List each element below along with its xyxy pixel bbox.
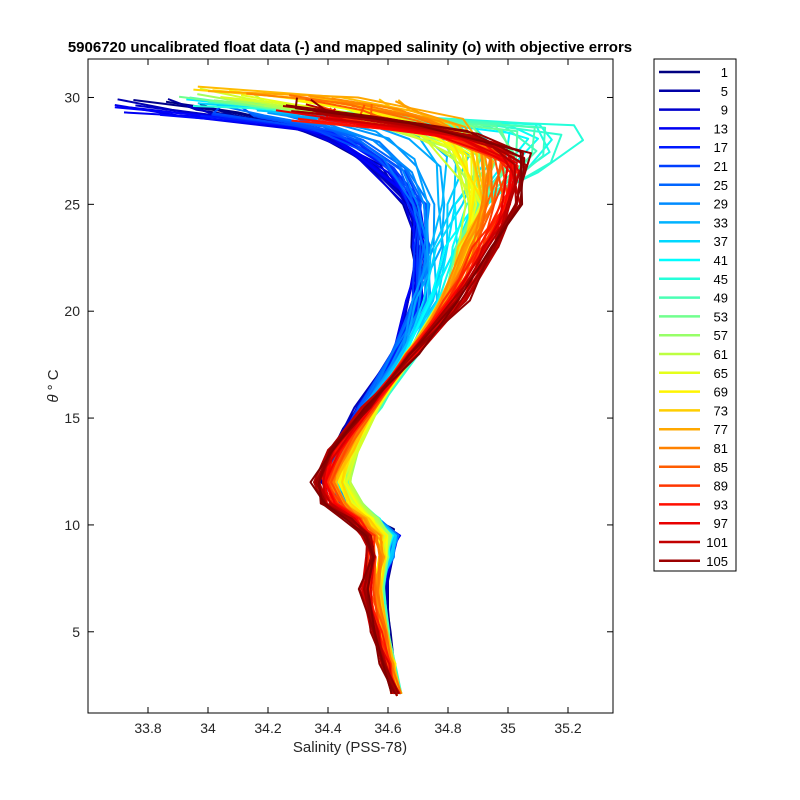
legend-label-29: 29 — [714, 197, 728, 212]
plot-frame — [87, 58, 614, 714]
legend-label-73: 73 — [714, 403, 728, 418]
legend-label-85: 85 — [714, 460, 728, 475]
legend-label-37: 37 — [714, 234, 728, 249]
chart-title: 5906720 uncalibrated float data (-) and … — [68, 39, 632, 56]
legend-label-13: 13 — [714, 121, 728, 136]
y-tick-label: 10 — [64, 517, 80, 533]
legend: 1 5 9 13 17 21 25 29 33 37 41 45 49 53 57 61 65 69 73 77 81 8… — [653, 58, 737, 572]
legend-label-77: 77 — [714, 422, 728, 437]
profile-lines — [114, 85, 584, 697]
x-tick-label: 33.8 — [134, 720, 161, 736]
x-tick-label: 34.8 — [434, 720, 461, 736]
y-axis-label-symbol: θ — [45, 394, 62, 402]
legend-label-65: 65 — [714, 366, 728, 381]
legend-label-93: 93 — [714, 497, 728, 512]
y-axis-label-unit: ° C — [45, 369, 62, 390]
legend-label-53: 53 — [714, 309, 728, 324]
legend-label-21: 21 — [714, 159, 728, 174]
legend-label-9: 9 — [721, 103, 728, 118]
x-tick-label: 34.2 — [254, 720, 281, 736]
y-tick-label: 15 — [64, 410, 80, 426]
legend-label-33: 33 — [714, 215, 728, 230]
legend-label-1: 1 — [721, 65, 728, 80]
legend-label-89: 89 — [714, 479, 728, 494]
x-tick-label: 34.4 — [314, 720, 341, 736]
x-tick-label: 34.6 — [374, 720, 401, 736]
legend-label-45: 45 — [714, 272, 728, 287]
legend-label-101: 101 — [706, 535, 728, 550]
legend-label-97: 97 — [714, 516, 728, 531]
legend-label-25: 25 — [714, 178, 728, 193]
x-tick-label: 34 — [200, 720, 216, 736]
plot-area — [88, 59, 613, 713]
legend-label-57: 57 — [714, 328, 728, 343]
x-axis-ticks: 33.8 34 34.2 34.4 34.6 34.8 35 35.2 — [134, 59, 582, 736]
profile-line-107 — [285, 104, 526, 695]
legend-label-41: 41 — [714, 253, 728, 268]
legend-label-69: 69 — [714, 385, 728, 400]
profile-line-108 — [294, 97, 524, 695]
legend-label-49: 49 — [714, 291, 728, 306]
y-tick-label: 5 — [72, 624, 80, 640]
y-axis-label: θ ° C — [45, 369, 62, 402]
x-tick-label: 35.2 — [554, 720, 581, 736]
y-axis-ticks: 5 10 15 20 25 30 — [64, 89, 613, 640]
legend-label-61: 61 — [714, 347, 728, 362]
y-tick-label: 25 — [64, 196, 80, 212]
y-tick-label: 20 — [64, 303, 80, 319]
y-tick-label: 30 — [64, 89, 80, 105]
legend-label-17: 17 — [714, 140, 728, 155]
legend-label-81: 81 — [714, 441, 728, 456]
x-axis-label: Salinity (PSS-78) — [293, 739, 407, 756]
legend-label-105: 105 — [706, 554, 728, 569]
x-tick-label: 35 — [500, 720, 516, 736]
legend-label-5: 5 — [721, 84, 728, 99]
